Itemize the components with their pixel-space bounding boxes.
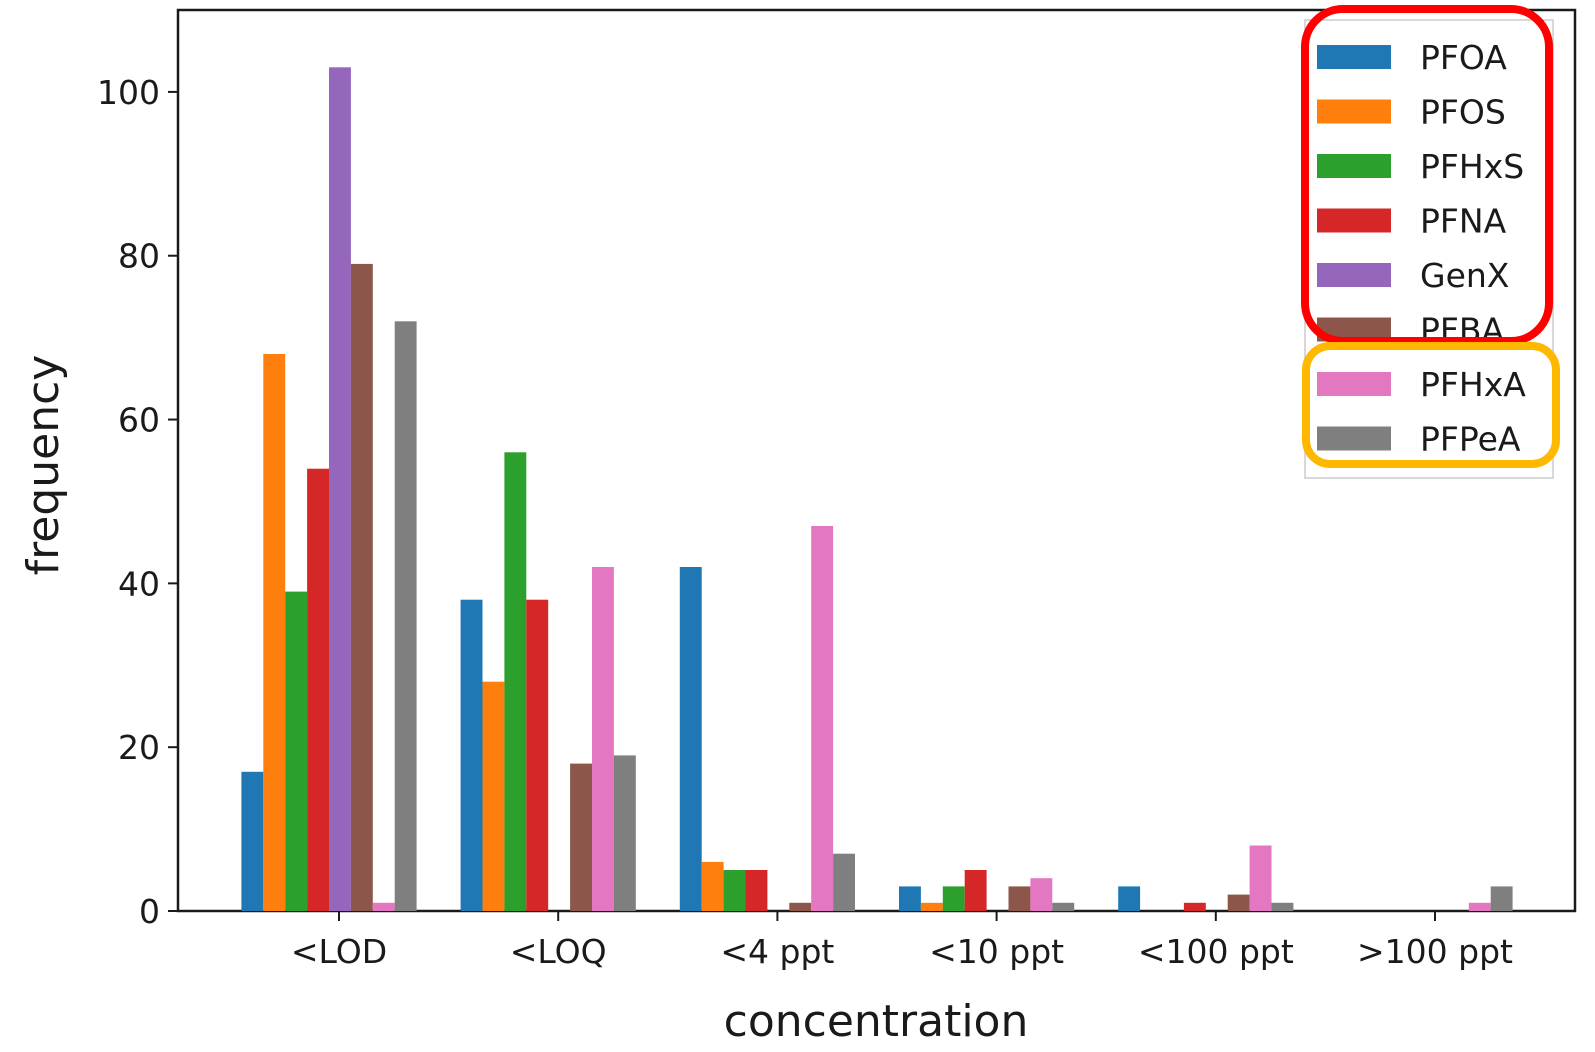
- x-axis-title: concentration: [724, 996, 1029, 1047]
- legend-box: [1304, 19, 1554, 479]
- axes: 0 20 40 60 80 100 <LOD <LOQ <4 ppt <10 ppt <100 pp…: [97, 73, 1513, 971]
- legend-highlights: [1301, 5, 1560, 468]
- legend-label-pfna: PFNA: [1420, 202, 1507, 241]
- legend-swatch-pfpea: [1317, 426, 1391, 451]
- bar-pfpea-1: [613, 755, 636, 911]
- bar-pfhxs-3: [942, 886, 965, 911]
- bar-pfhxs-1: [504, 452, 527, 911]
- legend-label-pfoa: PFOA: [1420, 38, 1507, 77]
- bar-pfoa-3: [899, 886, 921, 911]
- bar-pfhxs-0: [285, 591, 308, 911]
- bar-pfpea-3: [1052, 902, 1075, 911]
- bar-pfba-4: [1227, 894, 1250, 911]
- bar-pfoa-4: [1118, 886, 1141, 911]
- bar-pfba-3: [1008, 886, 1031, 911]
- bar-genx-0: [329, 67, 351, 912]
- x-tick-label: <4 ppt: [720, 932, 834, 971]
- bar-pfhxa-3: [1030, 878, 1053, 911]
- bar-pfpea-5: [1490, 886, 1513, 911]
- x-tick-label: <LOD: [291, 932, 387, 971]
- bar-pfna-2: [745, 870, 768, 911]
- y-tick-label: 40: [118, 564, 160, 603]
- legend-highlight-box-2: [1302, 342, 1560, 468]
- legend-label-pfhxs: PFHxS: [1420, 147, 1524, 186]
- bar-pfba-2: [789, 902, 812, 911]
- legend-label-pfpea: PFPeA: [1420, 420, 1521, 459]
- bar-pfpea-0: [394, 321, 417, 911]
- bar-pfhxa-1: [592, 567, 614, 911]
- bar-pfoa-2: [679, 567, 702, 911]
- y-tick-label: 0: [139, 892, 160, 931]
- x-tick-label: >100 ppt: [1357, 932, 1513, 971]
- x-tick-label: <LOQ: [510, 932, 607, 971]
- y-tick-label: 20: [118, 728, 160, 767]
- bar-pfos-2: [701, 861, 724, 911]
- legend-swatch-pfna: [1317, 208, 1391, 233]
- bar-pfos-3: [920, 902, 943, 911]
- y-tick-label: 80: [118, 237, 160, 276]
- x-tick-label: <100 ppt: [1138, 932, 1294, 971]
- y-axis-title: frequency: [18, 355, 69, 576]
- legend-swatch-pfoa: [1317, 45, 1391, 69]
- y-tick-label: 60: [118, 401, 160, 440]
- bar-pfna-4: [1183, 902, 1206, 911]
- bar-pfhxa-4: [1249, 845, 1272, 911]
- legend-swatch-pfhxa: [1317, 372, 1391, 396]
- x-tick-label: <10 ppt: [929, 932, 1064, 971]
- bar-pfna-0: [307, 468, 329, 911]
- y-tick-label: 100: [97, 73, 160, 112]
- legend-swatch-pfos: [1317, 99, 1391, 124]
- bar-pfna-3: [964, 870, 987, 911]
- bar-pfpea-4: [1271, 902, 1294, 911]
- bar-pfoa-1: [460, 599, 483, 911]
- bar-pfhxs-2: [723, 870, 746, 911]
- bar-pfhxa-0: [372, 902, 395, 911]
- bar-pfba-1: [570, 763, 592, 911]
- legend-label-pfhxa: PFHxA: [1420, 365, 1526, 404]
- bar-pfhxa-2: [811, 526, 834, 911]
- bar-pfos-1: [482, 681, 505, 911]
- bar-pfna-1: [526, 599, 549, 911]
- bars: [241, 67, 1513, 912]
- legend-label-genx: GenX: [1420, 256, 1509, 295]
- legend-swatch-genx: [1317, 263, 1391, 287]
- bar-pfoa-0: [241, 771, 264, 911]
- bar-pfhxa-5: [1468, 902, 1491, 911]
- bar-pfos-0: [263, 354, 286, 911]
- bar-pfpea-2: [833, 853, 855, 911]
- legend-swatch-pfhxs: [1317, 154, 1391, 178]
- legend-label-pfos: PFOS: [1420, 93, 1506, 132]
- bar-pfba-0: [350, 263, 373, 911]
- legend-highlight-box-1: [1301, 5, 1553, 345]
